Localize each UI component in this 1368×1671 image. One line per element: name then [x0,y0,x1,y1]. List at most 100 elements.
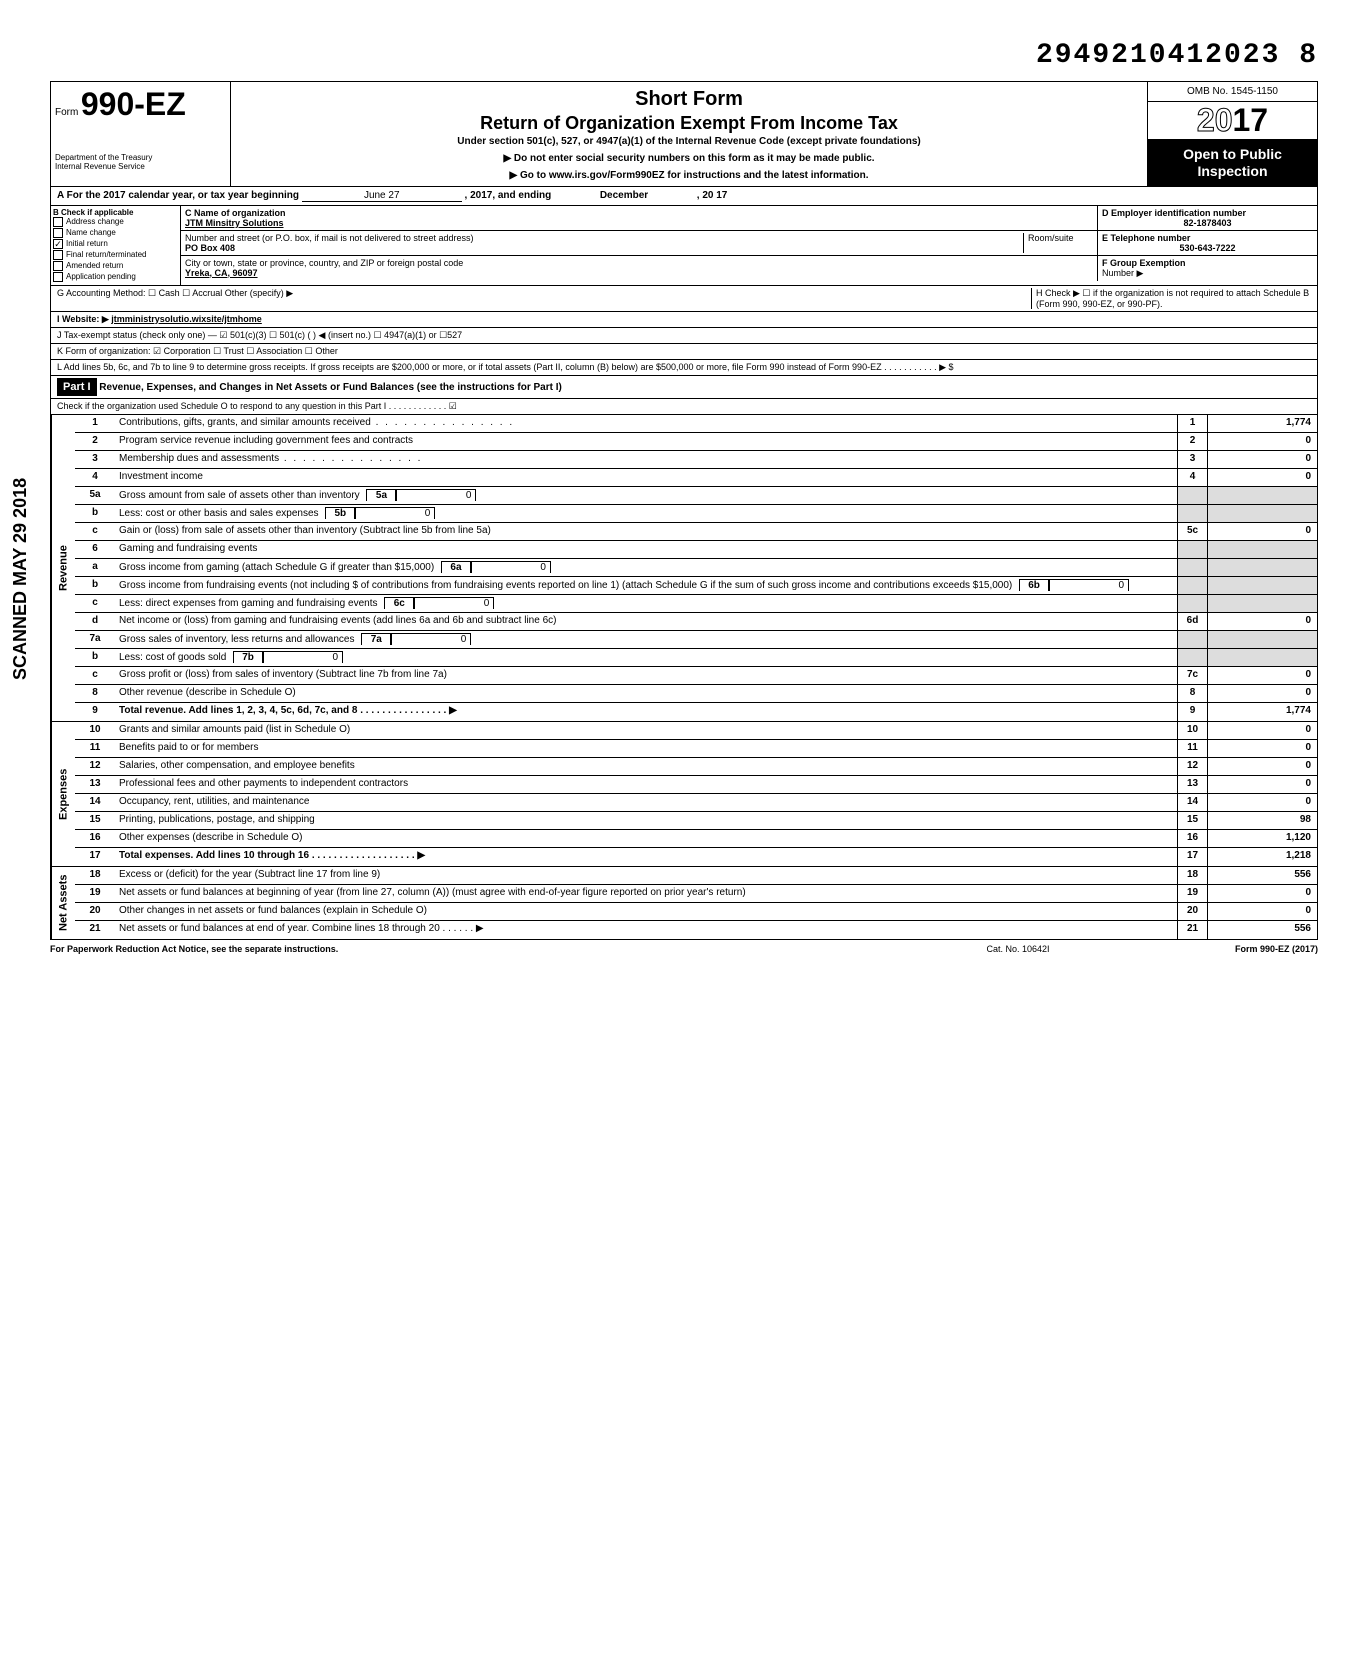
ln-6c-num: c [75,595,115,612]
ln-12-box: 12 [1177,758,1207,775]
ln-16-val[interactable]: 1,120 [1207,830,1317,847]
city-value[interactable]: Yreka, CA, 96097 [185,268,1093,278]
ln-8-val[interactable]: 0 [1207,685,1317,702]
ln-7b-desc: Less: cost of goods sold 7b0 [115,649,1177,666]
row-a-label: A For the 2017 calendar year, or tax yea… [57,190,299,201]
checkbox-address-change[interactable] [53,217,63,227]
ln-2-val[interactable]: 0 [1207,433,1317,450]
ln-6d-box: 6d [1177,613,1207,630]
row-a-mid: , 2017, and ending [465,190,552,201]
ln-21-box: 21 [1177,921,1207,939]
section-f-sub: Number ▶ [1102,268,1313,279]
ln-19-desc: Net assets or fund balances at beginning… [115,885,1177,902]
ln-8-desc: Other revenue (describe in Schedule O) [115,685,1177,702]
main-grid: Revenue 1Contributions, gifts, grants, a… [50,415,1318,940]
cb-label-name: Name change [66,228,116,237]
ln-19-num: 19 [75,885,115,902]
ln-7c-num: c [75,667,115,684]
year-suffix: 17 [1233,102,1269,138]
ein-value[interactable]: 82-1878403 [1102,218,1313,228]
ln-9-val[interactable]: 1,774 [1207,703,1317,721]
checkbox-amended[interactable] [53,261,63,271]
ln-9-num: 9 [75,703,115,721]
checkbox-pending[interactable] [53,272,63,282]
ln-3-desc: Membership dues and assessments [115,451,1177,468]
ln-5a-val [1207,487,1317,504]
form-under-section: Under section 501(c), 527, or 4947(a)(1)… [237,136,1141,147]
footer-left: For Paperwork Reduction Act Notice, see … [50,944,918,954]
part-1-label: Part I [57,378,97,396]
ln-7c-val[interactable]: 0 [1207,667,1317,684]
website-value[interactable]: jtmministrysolutio.wixsite/jtmhome [111,314,262,324]
cb-label-pending: Application pending [66,272,136,281]
ln-3-box: 3 [1177,451,1207,468]
ln-5b-desc: Less: cost or other basis and sales expe… [115,505,1177,522]
omb-number: OMB No. 1545-1150 [1148,82,1317,102]
ln-6-num: 6 [75,541,115,558]
ln-6-box [1177,541,1207,558]
ln-15-box: 15 [1177,812,1207,829]
ln-1-desc: Contributions, gifts, grants, and simila… [115,415,1177,432]
footer: For Paperwork Reduction Act Notice, see … [50,940,1318,954]
ln-17-num: 17 [75,848,115,866]
ln-18-num: 18 [75,867,115,884]
part-1-title: Revenue, Expenses, and Changes in Net As… [99,382,562,393]
ln-5b-val [1207,505,1317,522]
tax-year-end: , 20 17 [697,190,728,201]
instructions-link: ▶ Go to www.irs.gov/Form990EZ for instru… [237,170,1141,181]
org-name[interactable]: JTM Minsitry Solutions [185,218,1093,228]
ln-2-num: 2 [75,433,115,450]
form-subtitle: Return of Organization Exempt From Incom… [237,113,1141,134]
ln-6b-box [1177,577,1207,594]
row-k-org-form: K Form of organization: ☑ Corporation ☐ … [50,344,1318,360]
dept-treasury: Department of the Treasury [55,153,226,162]
net-assets-label: Net Assets [51,867,75,939]
ln-19-val[interactable]: 0 [1207,885,1317,902]
ln-1-num: 1 [75,415,115,432]
checkbox-final-return[interactable] [53,250,63,260]
ln-12-val[interactable]: 0 [1207,758,1317,775]
ln-4-num: 4 [75,469,115,486]
ln-17-val[interactable]: 1,218 [1207,848,1317,866]
tax-year: 2017 [1148,102,1317,140]
part-1-check: Check if the organization used Schedule … [50,399,1318,415]
ln-5a-desc: Gross amount from sale of assets other t… [115,487,1177,504]
expenses-label: Expenses [51,722,75,866]
ln-1-val[interactable]: 1,774 [1207,415,1317,432]
ln-5c-val[interactable]: 0 [1207,523,1317,540]
ln-10-num: 10 [75,722,115,739]
ln-11-val[interactable]: 0 [1207,740,1317,757]
tax-year-end-month[interactable]: December [554,190,694,201]
ln-7c-box: 7c [1177,667,1207,684]
ln-3-val[interactable]: 0 [1207,451,1317,468]
ln-6d-desc: Net income or (loss) from gaming and fun… [115,613,1177,630]
ln-11-box: 11 [1177,740,1207,757]
ln-15-val[interactable]: 98 [1207,812,1317,829]
ln-6d-val[interactable]: 0 [1207,613,1317,630]
ln-6c-desc: Less: direct expenses from gaming and fu… [115,595,1177,612]
ln-13-num: 13 [75,776,115,793]
document-id-number: 2949210412023 8 [50,40,1318,71]
ln-4-desc: Investment income [115,469,1177,486]
scan-date-stamp: SCANNED MAY 29 2018 [10,478,31,680]
ln-21-num: 21 [75,921,115,939]
ln-21-val[interactable]: 556 [1207,921,1317,939]
tax-year-begin[interactable]: June 27 [302,190,462,202]
checkbox-name-change[interactable] [53,228,63,238]
ln-14-desc: Occupancy, rent, utilities, and maintena… [115,794,1177,811]
ln-16-desc: Other expenses (describe in Schedule O) [115,830,1177,847]
ln-18-box: 18 [1177,867,1207,884]
ln-20-val[interactable]: 0 [1207,903,1317,920]
ln-10-val[interactable]: 0 [1207,722,1317,739]
ln-14-val[interactable]: 0 [1207,794,1317,811]
phone-value[interactable]: 530-643-7222 [1102,243,1313,253]
ln-13-val[interactable]: 0 [1207,776,1317,793]
section-b: B Check if applicable Address change Nam… [51,206,181,285]
ln-18-val[interactable]: 556 [1207,867,1317,884]
ln-2-box: 2 [1177,433,1207,450]
addr-value[interactable]: PO Box 408 [185,243,1023,253]
checkbox-initial-return[interactable]: ✓ [53,239,63,249]
ln-4-val[interactable]: 0 [1207,469,1317,486]
ln-21-desc: Net assets or fund balances at end of ye… [115,921,1177,939]
ln-7c-desc: Gross profit or (loss) from sales of inv… [115,667,1177,684]
